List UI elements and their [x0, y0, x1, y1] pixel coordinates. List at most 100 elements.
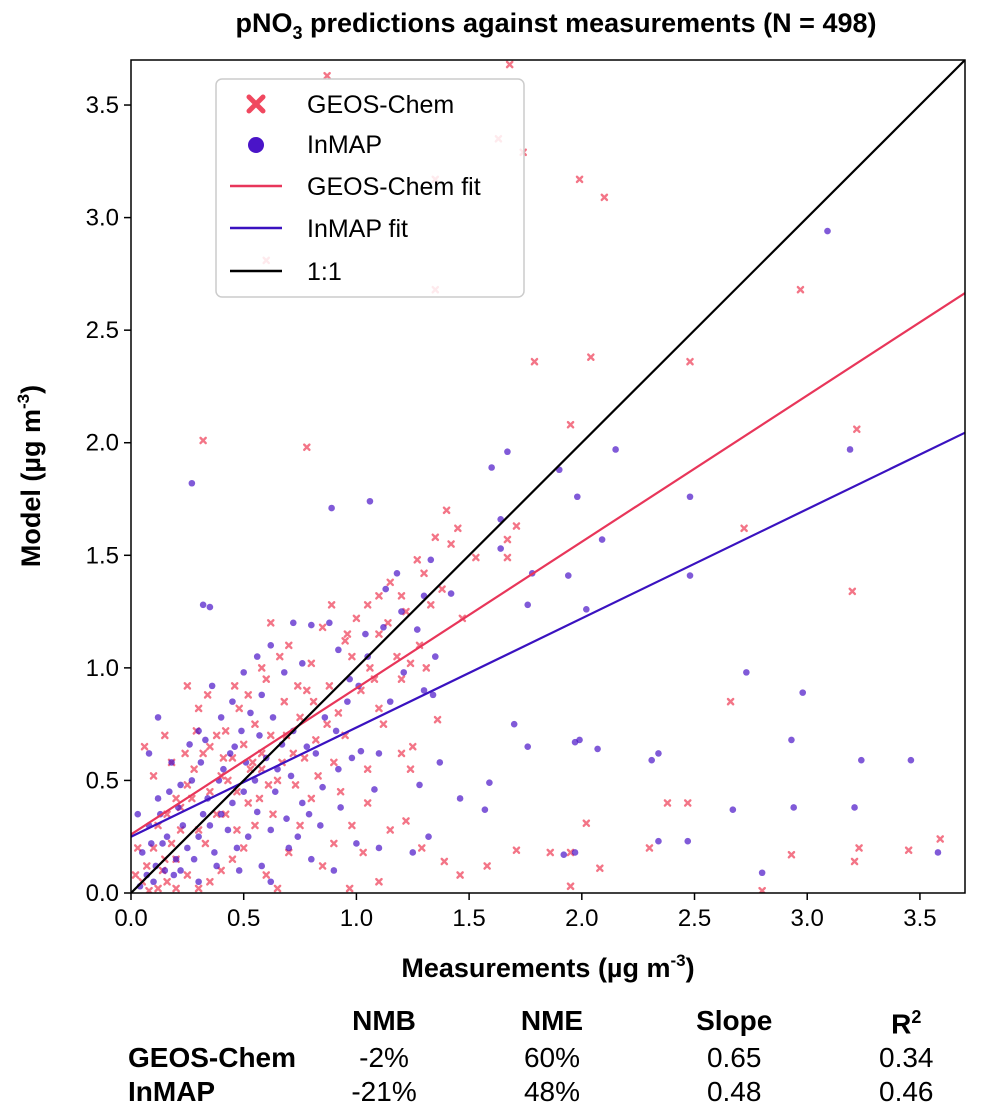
- inmap-point: [258, 691, 266, 699]
- inmap-point: [386, 698, 394, 705]
- stats-nmb: -21%: [351, 1076, 417, 1108]
- stats-nmb: -2%: [359, 1042, 409, 1074]
- stats-header-empty: [128, 1000, 298, 1041]
- inmap-point: [147, 840, 155, 847]
- geos-chem-point: [203, 691, 212, 699]
- geos-chem-point: [239, 740, 248, 749]
- geos-chem-point: [505, 60, 514, 69]
- inmap-point: [163, 833, 171, 841]
- inmap-point: [299, 799, 306, 807]
- geos-chem-point: [363, 799, 372, 807]
- svg-text:InMAP: InMAP: [307, 131, 382, 159]
- y-tick-label: 2.0: [86, 430, 119, 457]
- stats-nme: 60%: [523, 1042, 580, 1074]
- inmap-point: [686, 572, 694, 579]
- inmap-point: [220, 765, 227, 773]
- legend-item-geos-chem: GEOS-Chem: [246, 91, 454, 119]
- chart-title-subscript: 3: [293, 23, 303, 43]
- geos-chem-point: [172, 884, 180, 893]
- legend: GEOS-Chem InMAP GEOS-Chem fit InMAP fit …: [215, 78, 525, 298]
- inmap-point: [524, 601, 532, 609]
- inmap-point: [524, 743, 532, 750]
- geos-chem-point: [294, 682, 302, 690]
- stats-r2: 0.46: [879, 1076, 934, 1108]
- geos-chem-point: [406, 765, 415, 773]
- inmap-point: [574, 493, 581, 501]
- geos-chem-point: [181, 749, 189, 758]
- geos-chem-point: [266, 731, 275, 740]
- stats-table: NMB NME Slope R2 GEOS-Chem -2% 60% 0.65 …: [128, 1000, 978, 1109]
- geos-chem-point: [375, 630, 383, 638]
- inmap-point: [429, 691, 437, 699]
- geos-chem-point: [787, 850, 796, 859]
- geos-chem-point: [566, 420, 575, 429]
- geos-chem-point: [645, 844, 654, 852]
- geos-chem-point: [323, 720, 331, 728]
- geos-chem-point: [366, 664, 374, 672]
- geos-chem-point: [442, 506, 451, 515]
- geos-chem-point: [512, 522, 521, 530]
- legend-item-geos-chem-fit: GEOS-Chem fit: [230, 173, 481, 201]
- inmap-point: [564, 572, 572, 579]
- inmap-point: [280, 669, 288, 676]
- geos-chem-point: [483, 862, 491, 870]
- inmap-point: [583, 606, 590, 613]
- geos-chem-point: [224, 776, 232, 785]
- x-axis-ticks: 0.0 0.5 1.0 1.5 2.0 2.5 3.0 3.5: [114, 893, 937, 932]
- inmap-point: [154, 714, 162, 721]
- geos-chem-point: [325, 682, 334, 690]
- inmap-point: [299, 660, 306, 667]
- inmap-point: [229, 698, 236, 705]
- inmap-point: [353, 840, 360, 847]
- geos-chem-point: [133, 844, 142, 852]
- geos-chem-point: [683, 799, 692, 807]
- geos-chem-point: [402, 817, 410, 825]
- geos-chem-point: [512, 846, 521, 855]
- x-tick-label: 3.0: [791, 905, 824, 932]
- geos-chem-point: [318, 862, 327, 870]
- geos-chem-point: [289, 749, 298, 758]
- geos-chem-point: [454, 524, 462, 533]
- geos-chem-point: [327, 601, 336, 609]
- stats-slope: 0.65: [706, 1042, 762, 1074]
- geos-chem-point: [456, 871, 464, 879]
- inmap-point: [269, 714, 277, 721]
- inmap-point: [217, 810, 225, 818]
- geos-chem-point: [397, 675, 406, 683]
- chart-title: pNO3 predictions against measurements (N…: [236, 8, 877, 43]
- geos-chem-point: [413, 556, 422, 564]
- inmap-point: [229, 799, 236, 807]
- geos-chem-point: [275, 652, 284, 661]
- inmap-point: [612, 446, 619, 453]
- geos-chem-point: [379, 720, 388, 728]
- x-tick-label: 3.5: [903, 905, 936, 932]
- inmap-point: [233, 844, 241, 852]
- inmap-point: [161, 867, 169, 874]
- geos-chem-point: [251, 720, 259, 728]
- inmap-point: [240, 669, 248, 676]
- geos-chem-point: [206, 877, 214, 886]
- inmap-point: [729, 806, 737, 813]
- inmap-point: [398, 608, 405, 615]
- geos-chem-point: [307, 659, 316, 668]
- y-tick-label: 3.0: [86, 205, 119, 232]
- inmap-point: [510, 720, 518, 728]
- inmap-point: [199, 601, 207, 609]
- geos-chem-point: [228, 855, 237, 864]
- geos-chem-point: [161, 731, 169, 740]
- inmap-point: [648, 756, 655, 764]
- x-tick-label: 2.5: [678, 905, 711, 932]
- geos-chem-point: [426, 601, 435, 609]
- inmap-point: [375, 844, 383, 852]
- x-tick-label: 0.0: [114, 905, 147, 932]
- inmap-point: [208, 682, 216, 690]
- geos-chem-point: [239, 844, 248, 852]
- inmap-point: [335, 765, 342, 773]
- stats-header-row: NMB NME Slope R2: [128, 1000, 978, 1041]
- y-tick-label: 2.5: [86, 317, 119, 344]
- geos-chem-point: [194, 704, 203, 713]
- inmap-point: [305, 810, 313, 818]
- geos-chem-point: [257, 765, 266, 773]
- inmap-point: [328, 504, 335, 512]
- inmap-point: [308, 855, 315, 863]
